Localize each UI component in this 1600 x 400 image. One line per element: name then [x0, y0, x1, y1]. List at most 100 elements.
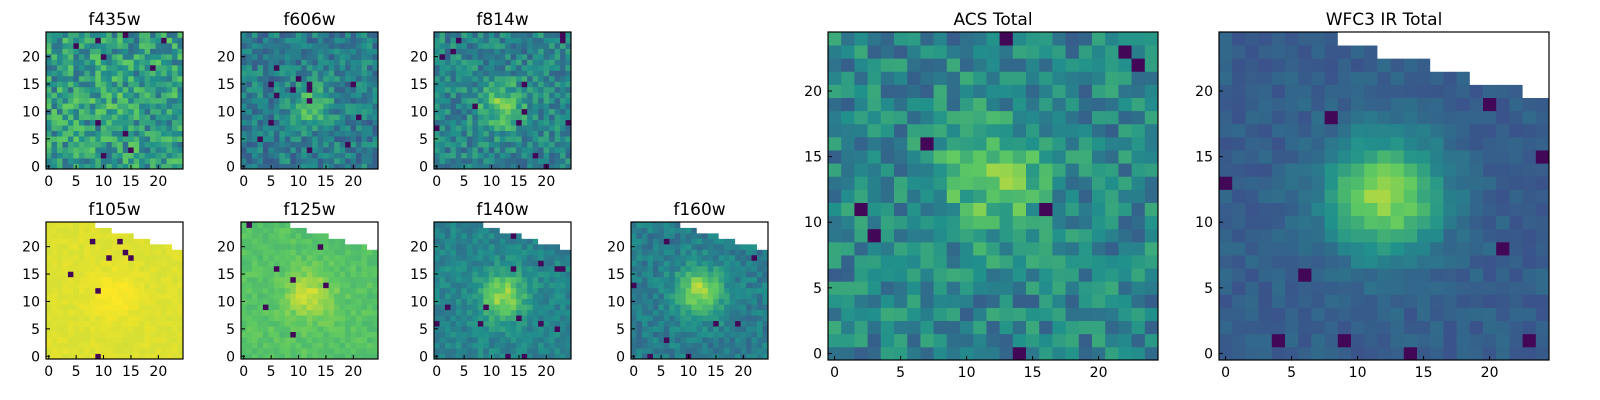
cell: [488, 304, 495, 311]
cell: [133, 163, 140, 170]
cell: [867, 294, 882, 308]
cell: [854, 215, 868, 230]
cell: [434, 86, 440, 93]
cell: [133, 119, 140, 126]
cell: [663, 276, 670, 283]
cell: [139, 141, 146, 148]
cell: [543, 298, 550, 305]
cell: [740, 249, 747, 256]
cell: [946, 123, 961, 138]
cell: [356, 342, 362, 349]
cell: [111, 315, 118, 322]
cell: [257, 320, 264, 327]
cell: [111, 125, 118, 132]
cell: [177, 108, 184, 115]
cell: [312, 48, 319, 55]
cell: [543, 271, 550, 278]
cell: [328, 119, 335, 126]
cell: [532, 37, 539, 44]
cell: [854, 241, 868, 256]
cell: [177, 222, 184, 228]
cell: [461, 298, 468, 305]
cell: [100, 125, 107, 132]
cell: [960, 241, 974, 256]
cell: [328, 331, 335, 338]
cell: [279, 222, 286, 228]
cell: [328, 81, 335, 88]
cell: [284, 59, 291, 66]
cell: [117, 222, 124, 228]
cell: [251, 103, 258, 110]
cell: [257, 315, 264, 322]
cell: [636, 276, 643, 283]
cell: [106, 42, 113, 49]
cell: [106, 37, 113, 44]
cell: [317, 108, 324, 115]
cell: [477, 53, 484, 60]
cell: [472, 119, 479, 126]
cell: [144, 342, 151, 349]
cell: [106, 70, 113, 77]
y-tick-label: 10: [410, 104, 428, 120]
cell: [279, 136, 286, 142]
cell: [117, 86, 124, 93]
cell: [122, 238, 129, 245]
cell: [323, 282, 330, 289]
cell: [461, 119, 468, 126]
cell: [111, 86, 118, 93]
cell: [257, 293, 264, 300]
cell: [172, 48, 178, 55]
cell: [95, 141, 102, 148]
cell: [111, 103, 118, 110]
cell: [284, 265, 291, 272]
cell: [144, 163, 151, 170]
cell: [128, 48, 135, 55]
cell: [139, 287, 146, 294]
cell: [51, 64, 58, 71]
cell: [56, 353, 63, 360]
cell: [367, 163, 373, 170]
cell: [328, 48, 335, 55]
cell: [166, 309, 173, 316]
cell: [317, 125, 324, 132]
cell: [554, 86, 561, 93]
cell: [1092, 189, 1106, 203]
cell: [117, 81, 124, 88]
cell: [301, 265, 308, 272]
cell: [84, 293, 91, 300]
cell: [472, 315, 479, 322]
cell: [685, 326, 692, 332]
cell: [729, 348, 736, 354]
cell: [488, 81, 495, 88]
cell: [78, 86, 85, 93]
cell: [117, 304, 124, 311]
cell: [549, 119, 555, 126]
cell: [372, 254, 379, 261]
cell: [345, 276, 351, 283]
cell: [494, 136, 501, 142]
cell: [150, 331, 156, 338]
cell: [565, 298, 572, 305]
cell: [631, 227, 637, 234]
cell: [290, 254, 297, 261]
cell: [328, 337, 335, 343]
cell: [161, 42, 167, 49]
cell: [166, 125, 173, 132]
cell: [516, 222, 523, 228]
cell: [172, 119, 178, 126]
cell: [477, 97, 484, 104]
cell: [139, 337, 146, 343]
y-tick-label: 5: [419, 132, 428, 148]
cell: [658, 276, 665, 283]
cell: [166, 59, 173, 66]
cell: [920, 346, 934, 361]
cell: [84, 315, 91, 322]
cell: [472, 320, 479, 327]
cell: [538, 97, 544, 104]
cell: [246, 265, 253, 272]
cell: [543, 337, 550, 343]
cell: [477, 243, 484, 250]
cell: [472, 271, 479, 278]
cell: [339, 125, 346, 132]
cell: [111, 70, 118, 77]
